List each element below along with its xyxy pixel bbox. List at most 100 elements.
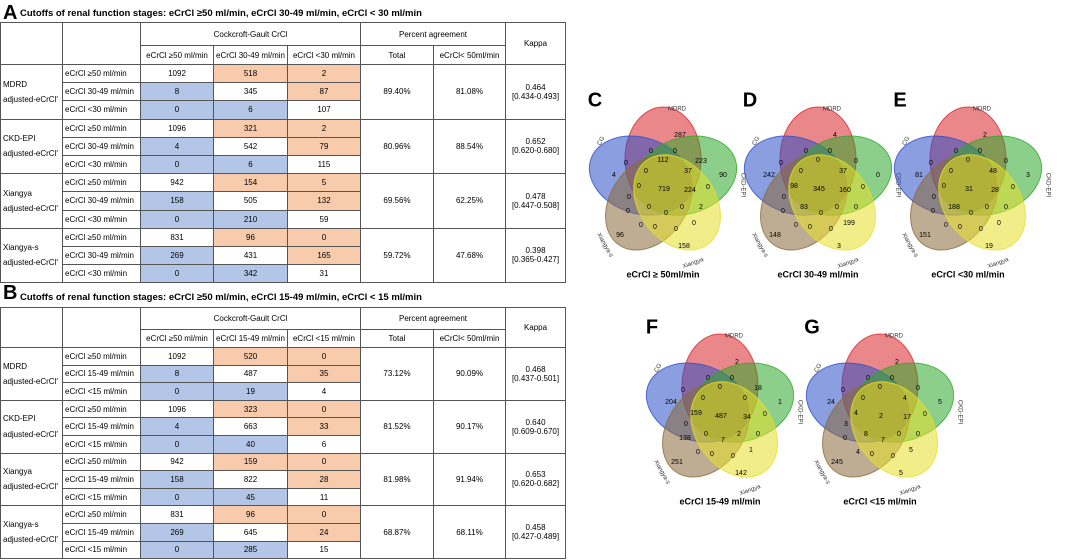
venn-count: 4 [833,132,837,139]
venn-count: 0 [916,385,920,392]
venn-set-label: CG [902,136,912,147]
venn-count: 0 [816,157,820,164]
count-cell: 165 [287,245,361,266]
venn-count: 0 [704,431,708,438]
venn-count: 0 [854,204,858,211]
count-cell: 132 [287,191,361,211]
group-label: Xiangya-s adjusted-eCrCl′ [0,227,63,284]
count-cell: 321 [213,118,288,138]
kappa-value: 0.464 [525,82,546,92]
kappa-value: 0.652 [525,137,546,147]
data-row: Xiangya-s adjusted-eCrCl′ eCrCl ≥50 ml/min… [0,505,567,560]
venn-count: 0 [706,184,710,191]
venn-set-label: CG [752,136,762,147]
venn-set-label: Xiangya [987,257,1010,270]
venn-count: 0 [718,384,722,391]
venn-count: 719 [658,186,670,193]
group-label: MDRD adjusted-eCrCl′ [0,64,63,120]
count-cell: 0 [140,209,214,229]
venn-count: 0 [1011,184,1015,191]
venn-count: 0 [730,375,734,382]
venn-count: 0 [829,226,833,233]
count-cell: 345 [213,82,288,102]
venn-count: 199 [843,220,855,227]
venn-set-label: MDRD [668,107,687,113]
venn-count: 0 [828,148,832,155]
count-cell: 24 [287,522,361,542]
kappa-ci: [0.447-0.508] [511,200,560,210]
venn-count: 0 [1004,204,1008,211]
venn-count: 204 [665,399,677,406]
venn-count: 0 [958,224,962,231]
count-cell: 35 [287,364,361,384]
venn-count: 37 [684,168,692,175]
total-agreement: 59.72% [360,227,434,284]
header-cell: Kappa [505,22,567,65]
venn-count: 188 [948,204,960,211]
total-agreement: 68.87% [360,505,434,560]
count-cell: 0 [140,100,214,120]
venn-set [850,381,938,478]
venn-count: 0 [684,421,688,428]
table-title: Cutoffs of renal function stages: eCrCl … [20,292,422,303]
group-label-line: adjusted-eCrCl′ [3,482,58,492]
venn-count: 2 [735,359,739,366]
venn-count: 345 [813,186,825,193]
panel-letter: C [588,89,602,111]
kappa-ci: [0.434-0.493] [511,91,560,101]
group-label: CKD-EPI adjusted-eCrCl′ [0,118,63,175]
venn-count: 223 [695,158,707,165]
kappa-ci: [0.365-0.427] [511,255,560,265]
count-cell: 15 [287,540,361,560]
venn-count: 2 [983,132,987,139]
data-row: eCrCl <30 ml/min 0 342 31 [1,264,566,284]
group-label: CKD-EPI adjusted-eCrCl′ [0,399,63,454]
venn-count: 0 [808,224,812,231]
venn-set-label: Xiangya [739,484,762,497]
kappa: 0.458 [0.427-0.489] [505,505,567,560]
data-row: eCrCl 30-49 ml/min 269 431 165 [1,245,566,266]
data-row: eCrCl 30-49 ml/min 8 345 87 [1,82,566,102]
venn-count: 0 [794,222,798,229]
header-row: Cockcroft-Gault CrCl Percent agreement Kap… [0,22,567,65]
venn-count: 2 [895,359,899,366]
count-cell: 87 [287,82,361,102]
venn-set-label: MDRD [823,107,842,113]
venn-caption: eCrCl ≥ 50ml/min [627,269,700,279]
group-label-line: adjusted-eCrCl′ [3,149,58,159]
group-label-line: adjusted-eCrCl′ [3,376,58,386]
venn-count: 0 [626,208,630,215]
group-label-line: adjusted-eCrCl′ [3,429,58,439]
venn-count: 0 [756,431,760,438]
group-label-line: adjusted-eCrCl′ [3,94,58,104]
header-cell [0,307,63,348]
venn-count: 4 [856,449,860,456]
venn-count: 3 [844,421,848,428]
venn-count: 0 [779,160,783,167]
count-cell: 520 [213,347,288,366]
data-row: eCrCl <30 ml/min 0 6 107 [1,100,566,120]
data-row: eCrCl 15-49 ml/min 8 487 35 [1,364,566,384]
table-title: Cutoffs of renal function stages: eCrCl … [20,8,422,19]
venn-count: 242 [763,172,775,179]
count-cell: 158 [140,191,214,211]
venn-count: 0 [916,431,920,438]
venn-count: 0 [835,204,839,211]
row-label: eCrCl <15 ml/min [62,540,141,560]
venn-set-label: MDRD [973,107,992,113]
header-cell [62,22,141,65]
venn-count: 7 [881,437,885,444]
venn-count: 0 [804,148,808,155]
venn-count: 0 [861,184,865,191]
count-cell: 1092 [140,63,214,84]
venn-count: 4 [854,410,858,417]
venn-count: 0 [706,375,710,382]
count-cell: 285 [213,540,288,560]
data-row: CKD-EPI adjusted-eCrCl′ eCrCl ≥50 ml/min 10… [0,399,567,454]
header-cell: Kappa [505,307,567,348]
venn-count: 4 [612,172,616,179]
data-row: eCrCl <15 ml/min 0 285 15 [1,540,566,560]
venn-count: 0 [819,210,823,217]
kappa: 0.398 [0.365-0.427] [505,227,567,284]
